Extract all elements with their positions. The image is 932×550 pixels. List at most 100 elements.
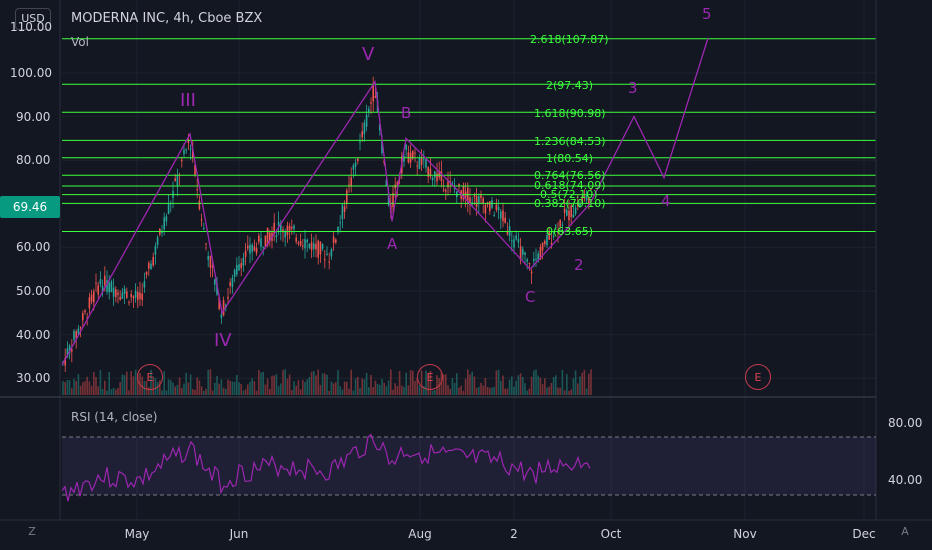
candle-body: [330, 249, 333, 257]
candle-body: [563, 208, 566, 213]
candle-body: [425, 159, 427, 168]
candle-body: [189, 148, 192, 150]
volume-bar: [361, 378, 363, 395]
candle-body: [251, 244, 253, 252]
x-tick: Aug: [408, 527, 432, 541]
candle-body: [352, 165, 355, 170]
candle-body: [583, 196, 586, 198]
candle-body: [108, 282, 110, 293]
candle-body: [526, 259, 528, 262]
candle-body: [346, 190, 348, 204]
volume-bar: [126, 371, 128, 395]
candle-body: [64, 358, 66, 366]
candle-body: [112, 287, 115, 297]
volume-bar: [304, 382, 306, 395]
candle-body: [75, 331, 77, 338]
candle-body: [546, 234, 548, 246]
candle-body: [335, 239, 337, 243]
volume-bar: [579, 376, 581, 395]
volume-bar: [339, 386, 341, 395]
candle-body: [214, 279, 216, 285]
candle-body: [99, 279, 102, 285]
volume-bar: [176, 384, 179, 395]
volume-bar: [86, 376, 88, 395]
volume-bar: [310, 371, 313, 395]
currency-button[interactable]: USD: [15, 8, 51, 30]
volume-bar: [308, 377, 311, 395]
volume-bar: [299, 389, 302, 395]
wave-label: A: [387, 235, 398, 253]
volume-bar: [275, 374, 278, 395]
volume-bar: [238, 382, 240, 395]
candle-body: [491, 200, 493, 208]
candle-body: [310, 242, 313, 251]
rsi-band: [62, 437, 876, 495]
candle-body: [115, 289, 117, 297]
y-tick: 40.00: [16, 328, 51, 342]
candle-body: [293, 225, 295, 230]
candle-body: [233, 269, 236, 277]
candle-body: [141, 293, 143, 301]
candle-body: [478, 196, 480, 204]
candle-body: [568, 210, 570, 221]
volume-bar: [537, 375, 539, 395]
volume-bar: [227, 379, 229, 395]
candle-body: [266, 227, 269, 245]
candle-body: [574, 207, 577, 214]
candle-body: [66, 348, 69, 358]
volume-bar: [506, 388, 509, 395]
volume-bar: [174, 386, 176, 395]
volume-bar: [357, 376, 359, 395]
zoom-button[interactable]: Z: [28, 525, 36, 538]
volume-bar: [280, 383, 282, 395]
candle-body: [341, 204, 344, 219]
candle-body: [544, 240, 546, 244]
volume-bar: [156, 381, 159, 395]
volume-bar: [302, 379, 304, 395]
candle-body: [238, 264, 240, 271]
candle-body: [326, 253, 328, 255]
volume-bar: [480, 382, 482, 395]
volume-bar: [77, 374, 80, 395]
earnings-marker[interactable]: E: [745, 364, 771, 390]
candle-body: [275, 235, 278, 238]
volume-bar: [515, 380, 517, 395]
volume-bar: [112, 387, 115, 395]
volume-bar: [194, 389, 196, 395]
volume-bar: [66, 380, 69, 395]
volume-bar: [559, 387, 561, 395]
x-tick: May: [124, 527, 150, 541]
x-tick: Oct: [600, 527, 622, 541]
candle-body: [557, 231, 559, 233]
volume-bar: [137, 373, 139, 395]
candle-body: [500, 211, 502, 219]
volume-bar: [495, 370, 498, 395]
candle-body: [123, 288, 126, 294]
candle-body: [473, 195, 476, 197]
volume-bar: [123, 375, 126, 395]
volume-bar: [222, 387, 225, 395]
volume-bar: [282, 370, 284, 395]
candle-body: [528, 262, 531, 264]
candle-body: [502, 210, 504, 222]
volume-bar: [588, 373, 590, 395]
auto-scale-button[interactable]: A: [901, 525, 909, 538]
volume-bar: [165, 390, 168, 395]
earnings-marker[interactable]: E: [137, 364, 163, 390]
volume-bar: [82, 382, 84, 395]
volume-bar: [313, 371, 315, 395]
volume-bar: [130, 371, 132, 395]
volume-bar: [383, 382, 385, 395]
volume-bar: [328, 390, 330, 395]
candle-body: [368, 108, 370, 113]
earnings-marker[interactable]: E: [417, 364, 443, 390]
x-tick: Jun: [229, 527, 249, 541]
volume-bar: [170, 380, 172, 395]
volume-bar: [398, 371, 401, 395]
candle-body: [561, 224, 564, 226]
volume-bar: [247, 384, 249, 395]
candle-body: [414, 152, 416, 154]
candle-body: [308, 243, 311, 248]
y-tick: 60.00: [16, 240, 51, 254]
